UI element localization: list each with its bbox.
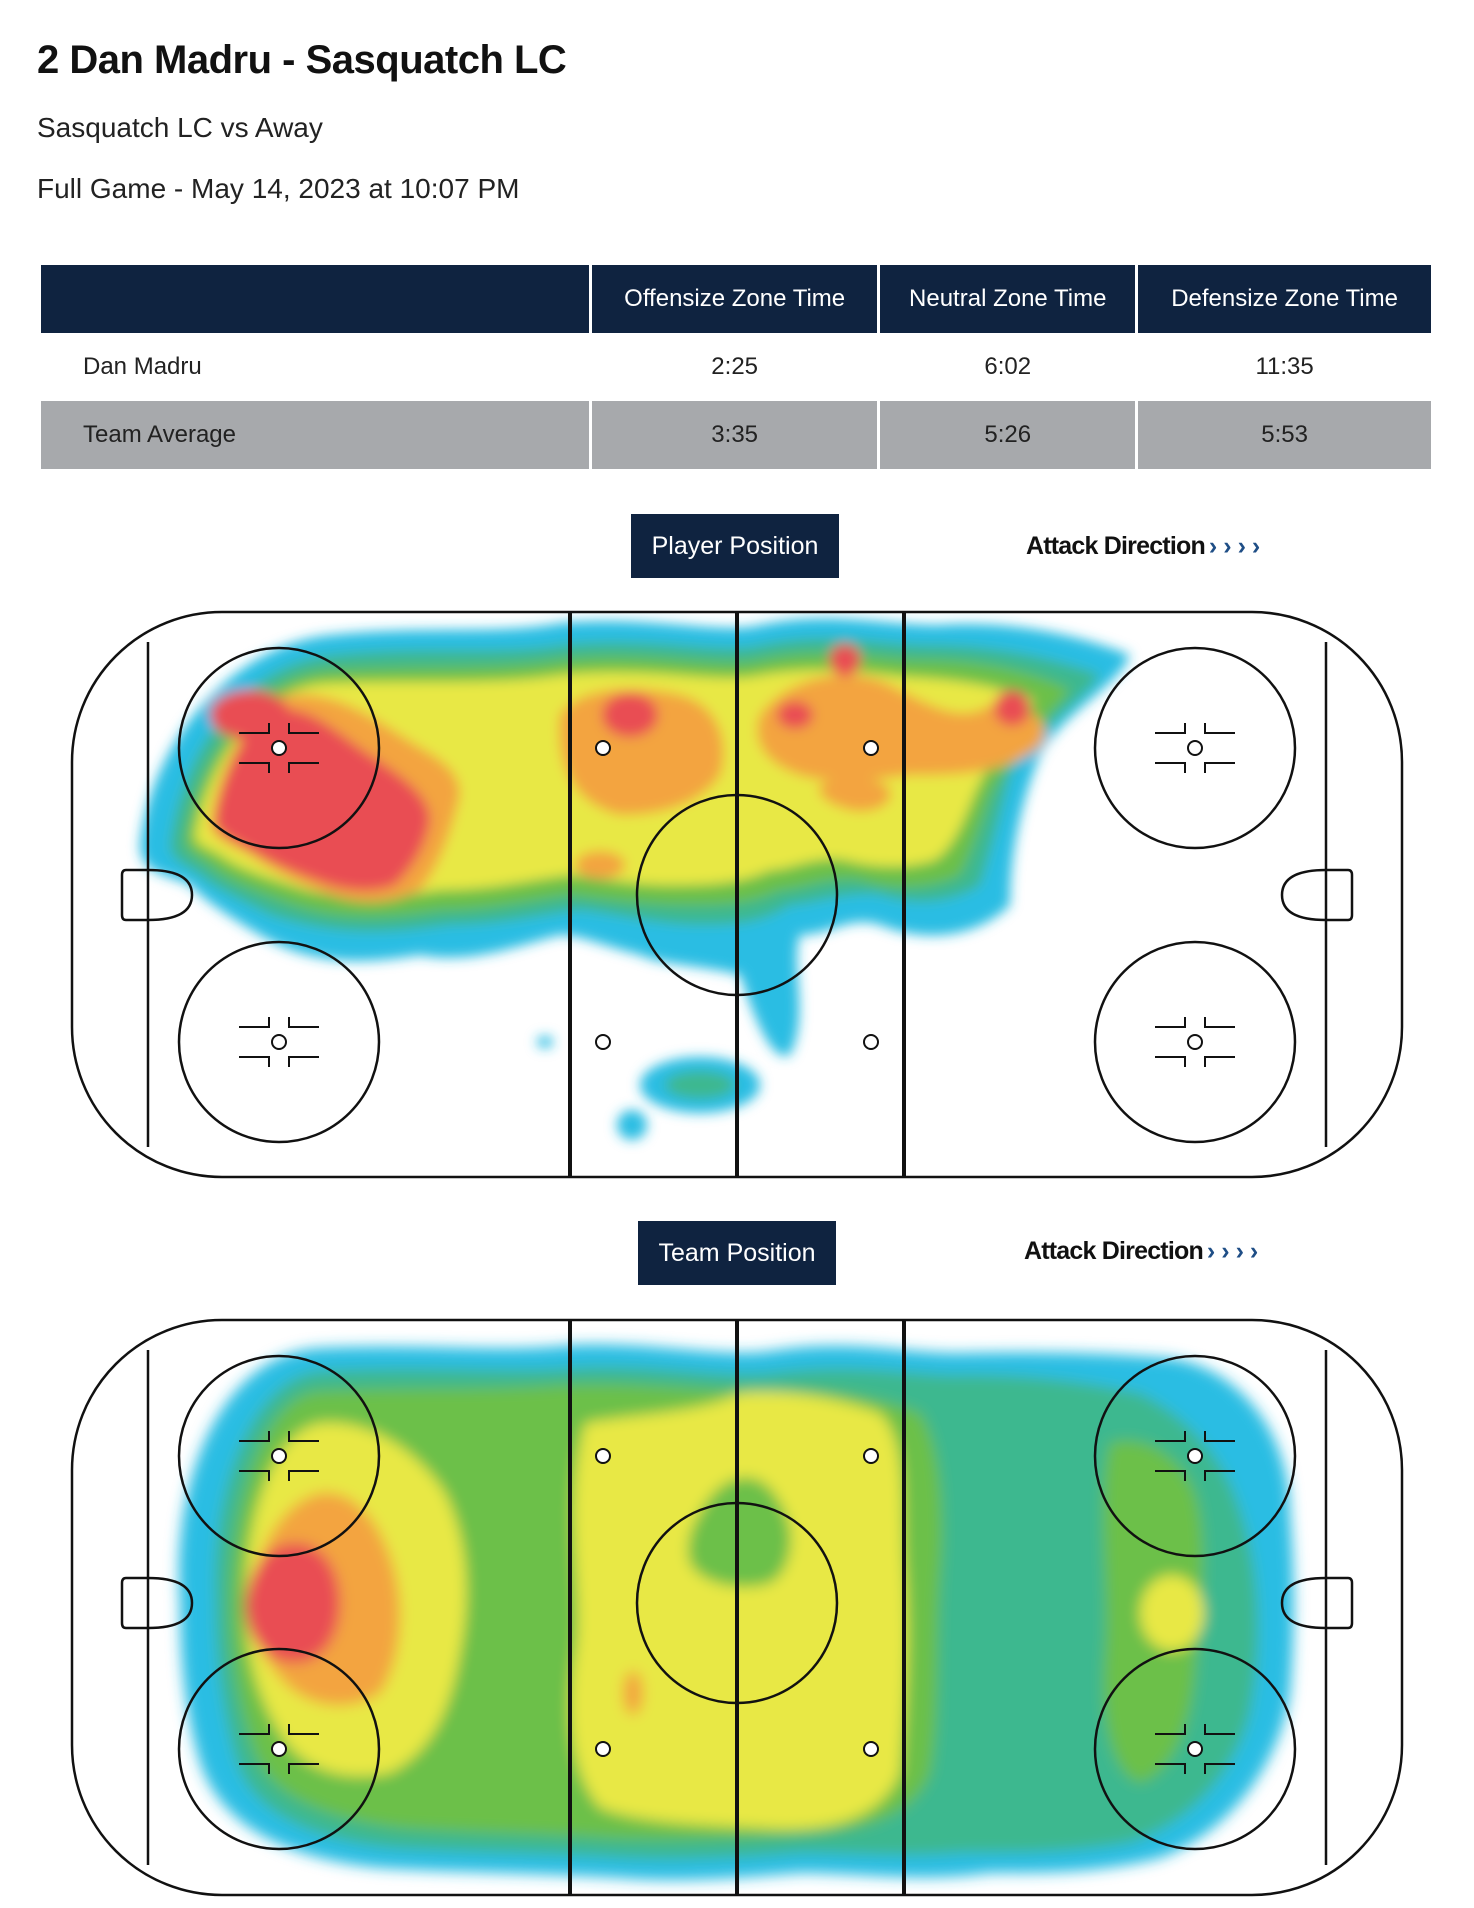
cell-value: 2:25 (711, 353, 759, 380)
zone-time-table: Offensize Zone Time Neutral Zone Time De… (38, 265, 1434, 469)
attack-direction-label: Attack Direction ›››› (1026, 532, 1266, 561)
team-position-label: Team Position (638, 1221, 836, 1285)
game-info: Full Game - May 14, 2023 at 10:07 PM (37, 173, 520, 204)
chevron-right-icon: ›››› (1208, 532, 1267, 560)
player-position-label: Player Position (631, 514, 839, 578)
column-header-blank (41, 265, 589, 333)
table-header-row: Offensize Zone Time Neutral Zone Time De… (41, 265, 1431, 333)
column-header-offensive: Offensize Zone Time (592, 265, 878, 333)
attack-direction-text: Attack Direction (1024, 1237, 1204, 1265)
rink-lines (70, 610, 1404, 1179)
cell-value: 5:26 (880, 401, 1136, 469)
cell-value: 6:02 (984, 353, 1032, 380)
rink-lines (70, 1318, 1404, 1897)
cell-value: 5:53 (1138, 401, 1431, 469)
chevron-right-icon: ›››› (1206, 1237, 1265, 1265)
matchup-subtitle: Sasquatch LC vs Away (37, 112, 323, 143)
cell-value: 3:35 (592, 401, 878, 469)
cell-value: 11:35 (1255, 353, 1314, 380)
table-row: Team Average 3:35 5:26 5:53 (41, 401, 1431, 469)
table-row: Dan Madru 2:25 6:02 11:35 (41, 333, 1431, 401)
page-title: 2 Dan Madru - Sasquatch LC (37, 38, 567, 82)
column-header-neutral: Neutral Zone Time (880, 265, 1136, 333)
row-label: Dan Madru (83, 353, 202, 380)
column-header-defensive: Defensize Zone Time (1138, 265, 1431, 333)
row-label: Team Average (41, 401, 589, 469)
attack-direction-text: Attack Direction (1026, 532, 1206, 560)
team-heatmap (70, 1318, 1404, 1897)
player-heatmap (70, 610, 1404, 1179)
attack-direction-label: Attack Direction ›››› (1024, 1237, 1264, 1266)
